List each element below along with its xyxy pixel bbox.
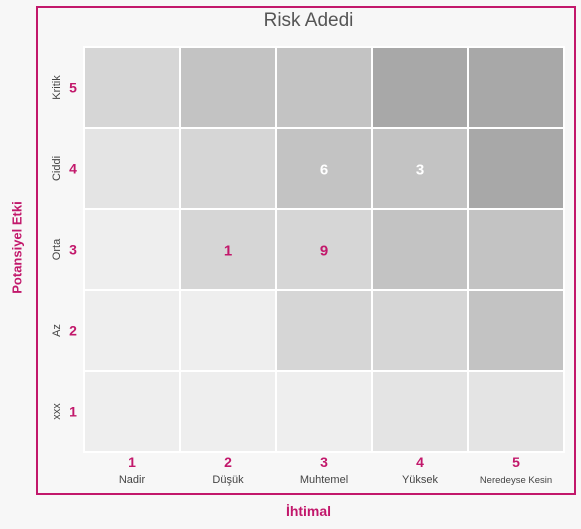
y-tick-number: 2 (69, 323, 77, 339)
cell-5-4 (467, 127, 565, 210)
cell-value-4-4: 3 (416, 162, 424, 179)
cell-2-1 (179, 370, 277, 453)
cell-1-5 (83, 46, 181, 129)
cell-3-1 (275, 370, 373, 453)
y-tick-number: 1 (69, 404, 77, 420)
y-tick-label: Ciddi (51, 156, 63, 181)
y-tick-number: 3 (69, 242, 77, 258)
x-tick-label: Düşük (212, 474, 244, 486)
x-tick-number: 4 (416, 454, 424, 470)
cell-4-2 (371, 289, 469, 372)
labels-layer: 1 Nadir 2 Düşük 3 Muhtemel 4 Yüksek 5 Neredeyse K… (51, 75, 552, 486)
cell-5-3 (467, 208, 565, 291)
y-tick-label: Kritik (51, 75, 63, 100)
cell-value-2-3: 1 (224, 243, 232, 260)
y-axis-title: Potansiyel Etki (9, 201, 25, 294)
risk-matrix: 6 3 1 9 1 Nadir 2 Düşük 3 Muhtemel 4 Yüksek 5 Nerede… (51, 46, 565, 486)
y-tick-label: xxx (51, 403, 63, 420)
x-tick-number: 3 (320, 454, 328, 470)
cells-layer: 6 3 1 9 (83, 46, 565, 453)
y-tick-label: Orta (51, 238, 63, 260)
y-tick-number: 5 (69, 80, 77, 96)
cell-4-3 (371, 208, 469, 291)
cell-value-3-4: 6 (320, 162, 328, 179)
y-tick-number: 4 (69, 161, 77, 177)
x-tick-label: Yüksek (402, 474, 439, 486)
x-tick-number: 2 (224, 454, 232, 470)
chart-title: Risk Adedi (263, 10, 354, 31)
cell-3-3 (275, 208, 373, 291)
cell-5-2 (467, 289, 565, 372)
cell-1-3 (83, 208, 181, 291)
x-axis-title: İhtimal (285, 503, 332, 519)
cell-2-2 (179, 289, 277, 372)
cell-2-5 (179, 46, 277, 129)
cell-5-5 (467, 46, 565, 129)
x-tick-label: Muhtemel (300, 474, 348, 486)
cell-1-2 (83, 289, 181, 372)
x-tick-label: Neredeyse Kesin (480, 475, 552, 486)
x-tick-number: 1 (128, 454, 136, 470)
cell-value-3-3: 9 (320, 243, 328, 260)
y-tick-label: Az (51, 324, 63, 337)
cell-1-1 (83, 370, 181, 453)
cell-2-4 (179, 127, 277, 210)
x-tick-number: 5 (512, 454, 520, 470)
cell-5-1 (467, 370, 565, 453)
x-tick-label: Nadir (119, 474, 146, 486)
cell-3-5 (275, 46, 373, 129)
cell-4-1 (371, 370, 469, 453)
cell-1-4 (83, 127, 181, 210)
cell-3-2 (275, 289, 373, 372)
cell-4-5 (371, 46, 469, 129)
